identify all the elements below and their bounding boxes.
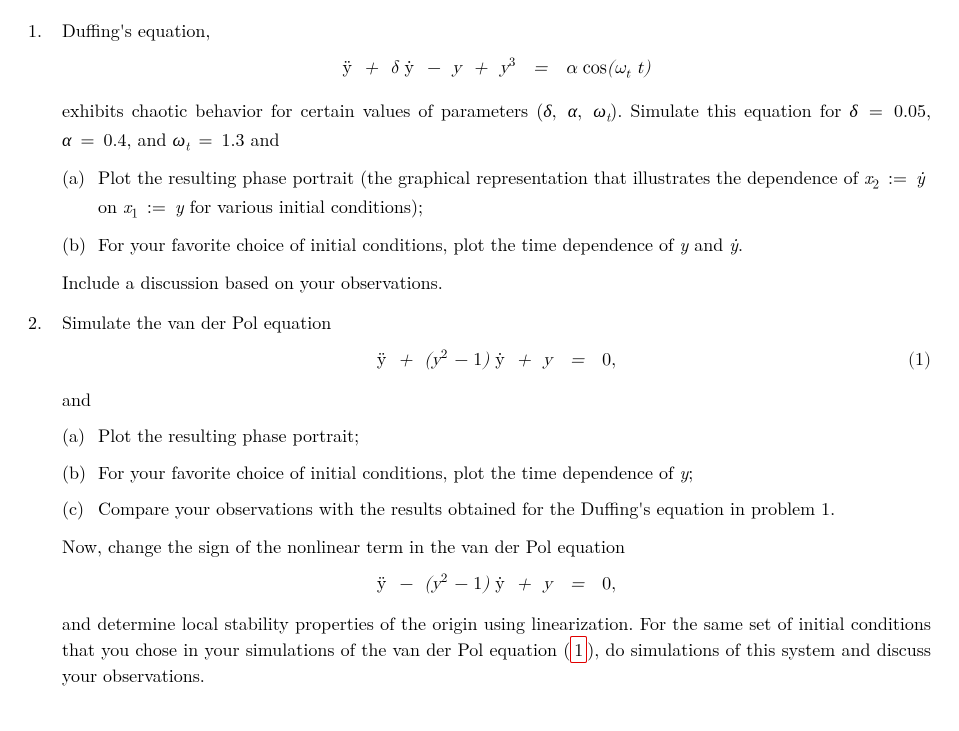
problem-1-equation: ÿ + δ ẏ − y + y3 = α cos(ωt t) [62, 54, 931, 84]
part-label: (a) [62, 165, 85, 191]
problem-2-tail: and determine local stability properties… [62, 611, 931, 689]
problem-1-tail: Include a discussion based on your obser… [62, 270, 931, 296]
problem-2-intro: Simulate the van der Pol equation [62, 310, 931, 336]
part-text: Compare your observations with the resul… [98, 496, 835, 521]
problem-2-part-a: (a) Plot the resulting phase portrait; [62, 423, 931, 449]
problem-1-parts: (a) Plot the resulting phase portrait (t… [62, 165, 931, 258]
problem-2: 2. Simulate the van der Pol equation ÿ +… [28, 310, 931, 689]
part-text: For your favorite choice of initial cond… [98, 460, 693, 485]
problem-1-intro: Duffing's equation, [62, 18, 931, 44]
problem-number: 2. [28, 310, 42, 336]
part-text: For your favorite choice of initial cond… [98, 232, 743, 257]
problem-1-part-a: (a) Plot the resulting phase portrait (t… [62, 165, 931, 222]
part-text: Plot the resulting phase portrait (the g… [98, 165, 925, 218]
equation-number: (1) [908, 347, 931, 373]
problem-2-and: and [62, 387, 931, 413]
problem-2-part-c: (c) Compare your observations with the r… [62, 496, 931, 522]
problem-2-equation-1: ÿ + (y2 − 1) ẏ + y = 0, (1) [62, 346, 931, 373]
part-label: (a) [62, 423, 85, 449]
part-text: Plot the resulting phase portrait; [98, 423, 359, 448]
problem-2-part-b: (b) For your favorite choice of initial … [62, 460, 931, 486]
problem-2-mid: Now, change the sign of the nonlinear te… [62, 534, 931, 560]
part-label: (b) [62, 232, 86, 258]
problem-2-parts: (a) Plot the resulting phase portrait; (… [62, 423, 931, 521]
problem-1: 1. Duffing's equation, ÿ + δ ẏ − y + y3 … [28, 18, 931, 296]
problem-number: 1. [28, 18, 42, 44]
problem-2-equation-2: ÿ − (y2 − 1) ẏ + y = 0, [62, 570, 931, 597]
part-label: (b) [62, 460, 86, 486]
problem-list: 1. Duffing's equation, ÿ + δ ẏ − y + y3 … [28, 18, 931, 689]
problem-1-part-b: (b) For your favorite choice of initial … [62, 232, 931, 258]
part-label: (c) [62, 496, 84, 522]
equation-ref-link[interactable]: 1 [570, 636, 587, 663]
problem-1-body: exhibits chaotic behavior for certain va… [62, 98, 931, 155]
